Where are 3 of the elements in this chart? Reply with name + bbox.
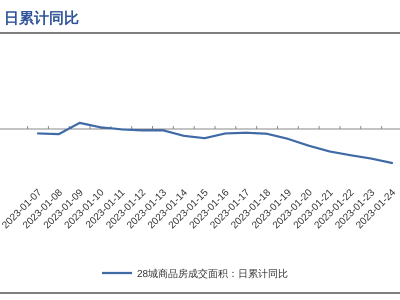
title: 日累计同比	[4, 10, 79, 27]
legend: 28城商品房成交面积：日累计同比	[102, 269, 288, 280]
legend-label: 28城商品房成交面积：日累计同比	[137, 268, 288, 280]
